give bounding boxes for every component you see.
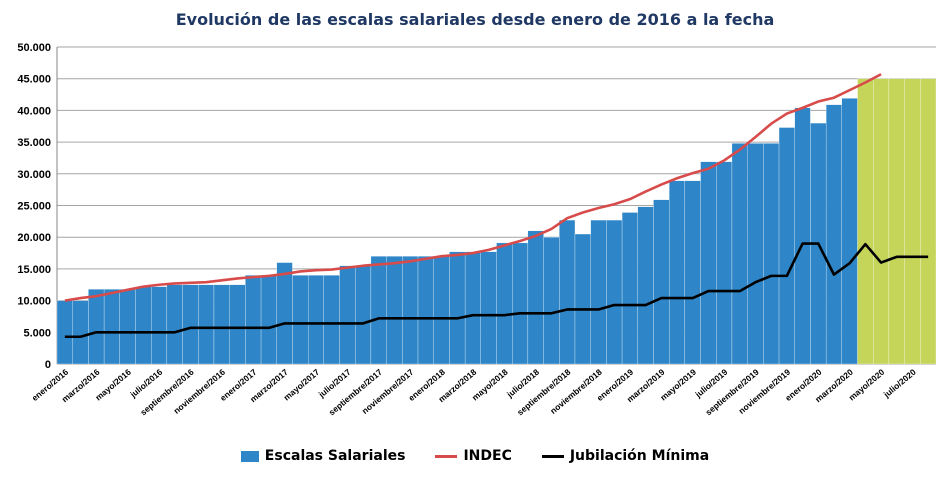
- legend-label: INDEC: [463, 448, 512, 464]
- bar: [402, 256, 419, 365]
- bar: [669, 180, 686, 365]
- bar: [292, 275, 309, 365]
- legend-swatch-line: [435, 454, 458, 458]
- bar: [260, 275, 277, 365]
- bar: [873, 78, 890, 365]
- y-tick-label: 40.000: [17, 105, 51, 117]
- x-tick-label: septiembre/2018: [515, 367, 573, 418]
- y-tick-label: 10.000: [17, 296, 51, 308]
- bar: [339, 265, 356, 365]
- bar: [621, 212, 638, 365]
- bar: [716, 161, 733, 365]
- chart-legend: Escalas Salariales INDEC Jubilación Mínima: [0, 448, 950, 464]
- x-tick-label: septiembre/2017: [327, 367, 385, 418]
- bar: [747, 143, 764, 365]
- y-tick-label: 30.000: [17, 169, 51, 181]
- bar: [590, 219, 607, 365]
- bar: [323, 275, 340, 365]
- jubilacion-minima-line: [64, 242, 929, 339]
- bar: [386, 256, 403, 365]
- y-tick-label: 35.000: [17, 137, 51, 149]
- bar: [731, 143, 748, 365]
- bar: [763, 143, 780, 365]
- indec-line: [64, 73, 882, 302]
- bar: [229, 284, 246, 365]
- legend-item: INDEC: [435, 448, 512, 464]
- bar: [637, 206, 654, 365]
- bar: [213, 284, 230, 365]
- bar: [684, 180, 701, 365]
- bar: [920, 78, 937, 365]
- bar: [355, 265, 372, 365]
- y-tick-label: 15.000: [17, 264, 51, 276]
- bar: [841, 98, 858, 365]
- x-tick-label: septiembre/2019: [703, 367, 761, 418]
- bar: [700, 161, 717, 365]
- bar: [370, 256, 387, 365]
- bar: [825, 104, 842, 365]
- x-tick-label: septiembre/2016: [138, 367, 196, 418]
- bar: [182, 284, 199, 365]
- bar: [245, 275, 262, 365]
- bar: [417, 256, 434, 365]
- bar: [103, 289, 120, 365]
- y-tick-label: 50.000: [17, 42, 51, 54]
- bar: [904, 78, 921, 365]
- bar: [512, 242, 529, 365]
- legend-label: Escalas Salariales: [264, 448, 406, 464]
- bar: [72, 300, 89, 365]
- bar: [88, 289, 105, 365]
- bar: [574, 233, 591, 365]
- x-tick-label: julio/2020: [881, 367, 918, 400]
- legend-swatch-bar: [240, 450, 259, 462]
- chart-title: Evolución de las escalas salariales desd…: [175, 10, 775, 29]
- bar: [857, 78, 874, 365]
- legend-item: Jubilación Mínima: [541, 448, 710, 464]
- bar: [151, 286, 168, 365]
- bar: [464, 251, 481, 365]
- bar: [778, 127, 795, 365]
- y-tick-label: 20.000: [17, 232, 51, 244]
- bar: [119, 289, 136, 365]
- bar: [135, 286, 152, 365]
- legend-label: Jubilación Mínima: [569, 448, 710, 464]
- bar: [794, 107, 811, 365]
- legend-item: Escalas Salariales: [240, 448, 406, 464]
- bar: [543, 237, 560, 365]
- bar: [307, 275, 324, 365]
- bar: [496, 242, 513, 365]
- bar: [888, 78, 905, 365]
- y-tick-label: 25.000: [17, 201, 51, 213]
- bar: [276, 262, 293, 365]
- bar: [527, 230, 544, 365]
- bar: [433, 256, 450, 365]
- legend-swatch-line: [541, 454, 564, 458]
- bar: [56, 300, 73, 365]
- y-tick-label: 5.000: [23, 327, 51, 339]
- y-tick-label: 0: [45, 359, 51, 371]
- y-tick-label: 45.000: [17, 74, 51, 86]
- bar: [606, 219, 623, 365]
- bar: [198, 284, 215, 365]
- bar: [166, 284, 183, 365]
- bar: [480, 251, 497, 365]
- bar: [653, 199, 670, 365]
- bar: [559, 219, 576, 365]
- bar: [449, 251, 466, 365]
